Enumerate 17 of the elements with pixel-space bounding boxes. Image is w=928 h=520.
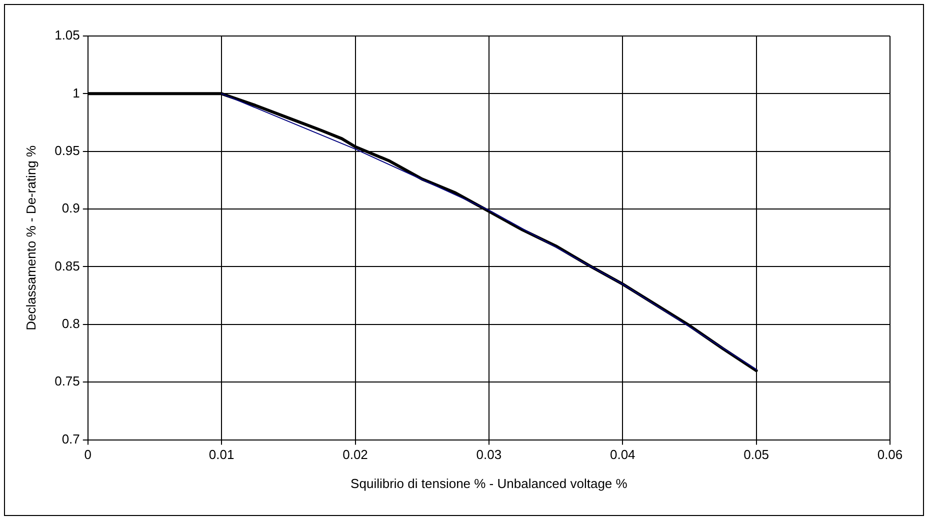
x-tick-label: 0.04: [610, 447, 636, 462]
x-tick-label: 0.03: [476, 447, 502, 462]
x-tick-label: 0.02: [342, 447, 368, 462]
x-tick-label: 0.01: [208, 447, 234, 462]
y-tick-label: 0.8: [62, 316, 80, 332]
y-tick-label: 0.85: [54, 258, 80, 274]
y-tick-label: 0.95: [54, 142, 80, 158]
y-axis-title: Declassamento % - De-rating %: [23, 144, 38, 330]
x-tick-label: 0.05: [744, 447, 769, 462]
y-tick-label: 0.9: [62, 200, 80, 216]
y-tick-label: 0.75: [54, 374, 80, 389]
y-tick-label: 0.7: [62, 431, 80, 446]
x-axis-title: Squilibrio di tensione % - Unbalanced voltage %: [350, 476, 628, 491]
y-tick-label: 1: [72, 85, 80, 100]
x-tick-label: 0: [84, 447, 92, 462]
y-tick-label: 1.05: [54, 28, 80, 43]
x-tick-label: 0.06: [877, 447, 903, 462]
